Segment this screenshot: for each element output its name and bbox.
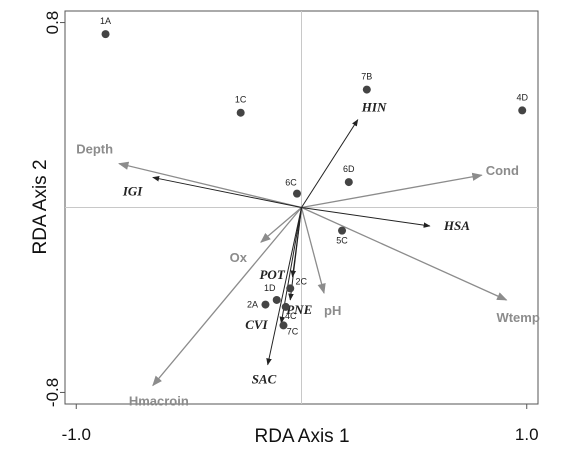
y-axis-title: RDA Axis 2: [30, 159, 51, 254]
site-label-6d: 6D: [343, 164, 355, 174]
species-label-sac: SAC: [252, 372, 277, 387]
species-label-hsa: HSA: [443, 218, 470, 233]
x-tick-label: -1.0: [62, 425, 91, 444]
site-label-4c: 4C: [285, 311, 297, 321]
env-label-hmacroin: Hmacroin: [129, 394, 189, 409]
env-vector-cond: [301, 172, 483, 209]
site-label-4d: 4D: [516, 92, 528, 102]
site-label-1a: 1A: [100, 16, 111, 26]
species-vectors: HIN IGI HSA POT PNE CVI SAC: [122, 100, 470, 387]
species-vector-igi: [152, 175, 302, 208]
site-point-1c: [236, 108, 245, 117]
site-point-1a: [101, 30, 110, 39]
site-point-6d: [344, 178, 353, 187]
env-label-ph: pH: [324, 303, 341, 318]
x-axis-title: RDA Axis 1: [254, 426, 349, 447]
species-vector-hsa: [301, 207, 431, 228]
site-point-7b: [362, 85, 371, 94]
site-points: 1A 7B 4D 1C 6D 6C 5C 2C 1D 2A 4C 7C: [100, 16, 528, 336]
site-point-5c: [338, 226, 347, 235]
site-point-7c: [279, 321, 288, 330]
site-point-2a: [261, 300, 270, 309]
env-label-depth: Depth: [76, 142, 113, 157]
site-point-4d: [518, 106, 527, 115]
site-point-6c: [292, 189, 301, 198]
site-label-2c: 2C: [295, 276, 307, 286]
x-tick-label: 1.0: [515, 425, 539, 444]
site-label-2a: 2A: [247, 300, 258, 310]
species-label-igi: IGI: [122, 183, 143, 198]
site-label-5c: 5C: [336, 236, 348, 246]
species-vector-hin: [301, 119, 359, 208]
y-tick-label: 0.8: [43, 11, 62, 35]
species-label-pne: PNE: [286, 302, 312, 317]
env-vector-hmacroin: [152, 207, 302, 387]
env-vector-ox: [260, 207, 302, 243]
y-tick-label: -0.8: [43, 378, 62, 407]
site-label-1d: 1D: [264, 283, 276, 293]
species-label-pot: POT: [259, 267, 285, 282]
env-vector-depth: [118, 161, 302, 209]
site-label-7c: 7C: [287, 326, 299, 336]
env-label-wtemp: Wtemp: [496, 310, 539, 325]
species-label-cvi: CVI: [245, 317, 268, 332]
site-point-2c: [286, 284, 295, 293]
site-point-4c: [281, 302, 290, 311]
species-vector-sac: [266, 207, 302, 366]
site-label-6c: 6C: [285, 178, 297, 188]
env-vector-wtemp: [301, 206, 508, 301]
species-vector-pne: [288, 207, 302, 301]
env-vector-ph: [300, 207, 326, 295]
environmental-vectors: Depth Cond Ox pH Wtemp Hmacroin: [76, 142, 540, 409]
env-label-ox: Ox: [230, 250, 248, 265]
axis-ticks: -1.0 1.0 0.8 -0.8: [43, 11, 539, 444]
species-label-hin: HIN: [361, 100, 387, 115]
site-label-7b: 7B: [361, 72, 372, 82]
site-label-1c: 1C: [235, 95, 247, 105]
site-point-1d: [272, 295, 281, 304]
env-label-cond: Cond: [486, 163, 519, 178]
